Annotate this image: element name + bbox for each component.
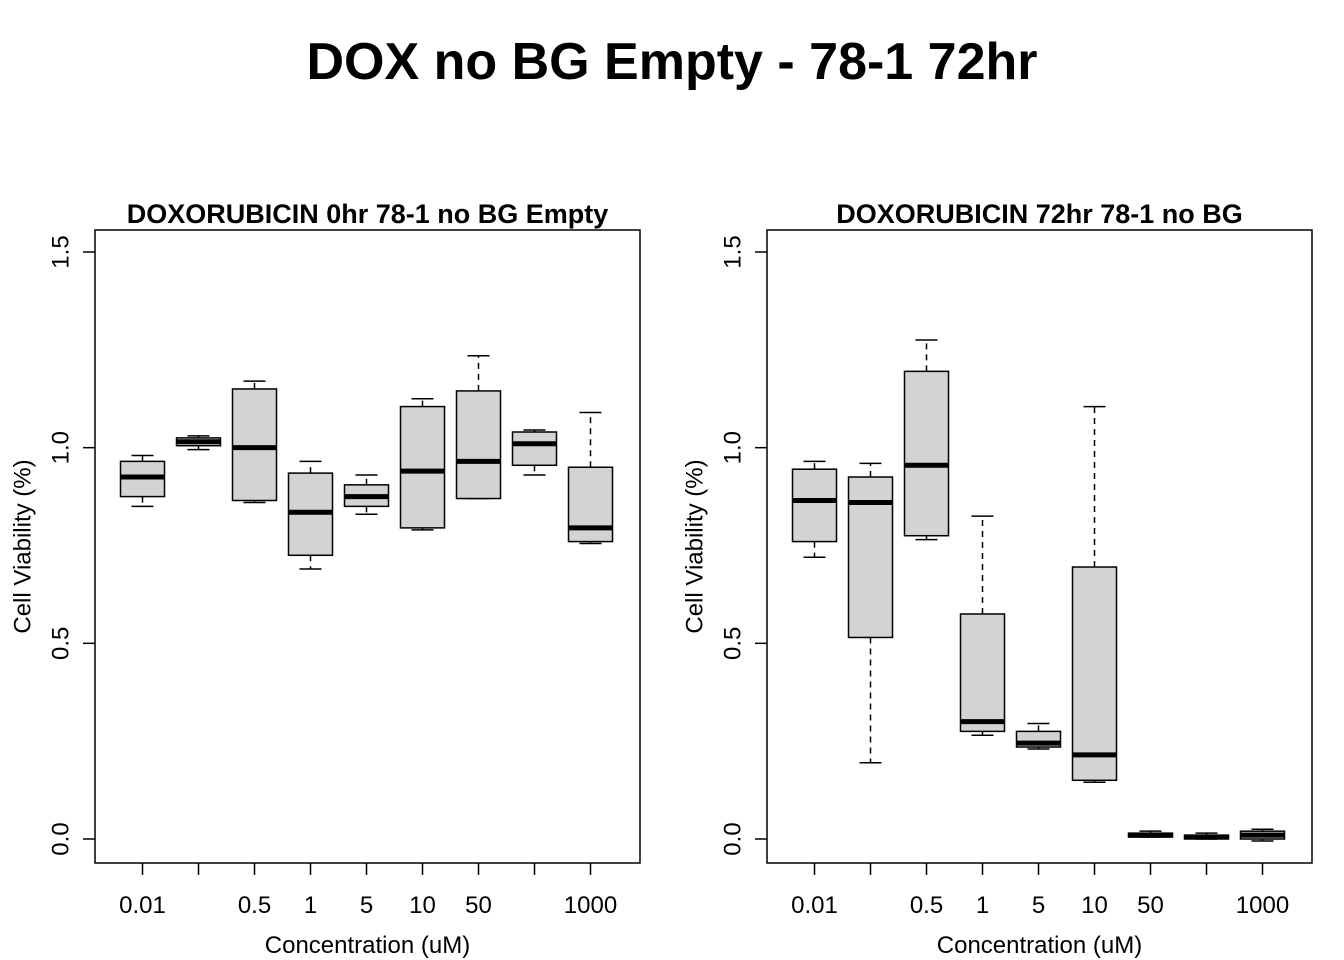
x-tick-label: 0.01 [791, 892, 838, 919]
y-tick-label: 0.5 [719, 627, 746, 660]
y-tick-label: 0.5 [47, 627, 74, 660]
y-tick-label: 1.0 [47, 431, 74, 464]
x-tick-label: 5 [1032, 892, 1045, 919]
plot-frame [766, 229, 1313, 864]
box-plot-10 [399, 398, 446, 531]
y-tick-label: 1.0 [719, 431, 746, 464]
box-plot-0.5 [903, 339, 950, 541]
x-axis-label: Concentration (uM) [937, 932, 1142, 959]
box-iqr [903, 370, 950, 537]
x-tick-label: 50 [465, 892, 492, 919]
box-iqr [791, 468, 838, 543]
box-plot-1 [287, 460, 334, 570]
plot-frame [94, 229, 641, 864]
x-tick-label: 0.01 [119, 892, 166, 919]
box-plot-0.1 [847, 462, 894, 764]
x-tick-label: 1000 [564, 892, 617, 919]
x-tick-label: 50 [1137, 892, 1164, 919]
y-tick-label: 0.0 [47, 822, 74, 855]
x-tick-label: 0.5 [910, 892, 943, 919]
box-plot-1 [959, 515, 1006, 737]
box-plot-0.01 [791, 460, 838, 558]
box-plot-0.01 [119, 454, 166, 508]
box-iqr [567, 466, 614, 543]
x-tick-label: 10 [409, 892, 436, 919]
y-tick-label: 0.0 [719, 822, 746, 855]
box-plot-100 [511, 429, 558, 476]
x-tick-label: 1000 [1236, 892, 1289, 919]
main-title: DOX no BG Empty - 78-1 72hr [306, 33, 1038, 91]
box-iqr [511, 431, 558, 467]
y-axis-label: Cell Viability (%) [9, 459, 36, 633]
x-tick-label: 0.5 [238, 892, 271, 919]
box-iqr [455, 390, 502, 500]
box-plot-0.1 [175, 435, 222, 451]
x-axis-label: Concentration (uM) [265, 932, 470, 959]
box-iqr [231, 388, 278, 502]
chart-panel-right: DOXORUBICIN 72hr 78-1 no BG 0.0 0.5 1.0 1.5 C… [681, 199, 1313, 959]
box-plot-100 [1183, 832, 1230, 840]
panel-title: DOXORUBICIN 0hr 78-1 no BG Empty [127, 199, 609, 229]
x-tick-label: 10 [1081, 892, 1108, 919]
box-iqr [1071, 566, 1118, 782]
box-plot-1000 [1239, 828, 1286, 842]
box-plot-5 [1015, 722, 1062, 750]
y-tick-label: 1.5 [719, 235, 746, 268]
x-tick-label: 5 [360, 892, 373, 919]
y-axis-label: Cell Viability (%) [681, 459, 708, 633]
x-tick-label: 1 [304, 892, 317, 919]
chart-panel-left: DOXORUBICIN 0hr 78-1 no BG Empty 0.0 0.5 1.… [9, 199, 641, 959]
box-plot-50 [1127, 830, 1174, 838]
box-iqr [959, 613, 1006, 733]
y-tick-label: 1.5 [47, 235, 74, 268]
box-plot-10 [1071, 405, 1118, 784]
box-plot-1000 [567, 411, 614, 545]
box-plot-0.5 [231, 380, 278, 504]
box-plot-50 [455, 354, 502, 500]
box-iqr [399, 405, 446, 529]
x-tick-label: 1 [976, 892, 989, 919]
box-plot-5 [343, 474, 390, 515]
panel-title: DOXORUBICIN 72hr 78-1 no BG [836, 199, 1243, 229]
